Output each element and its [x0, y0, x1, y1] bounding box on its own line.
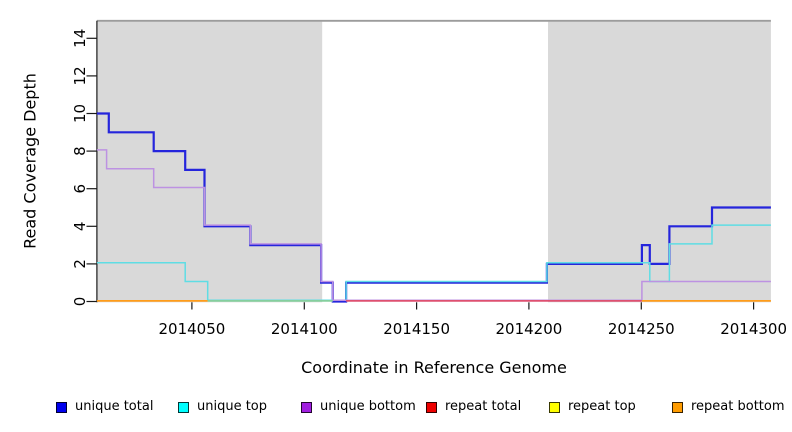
legend-item-unique-top: unique top — [178, 396, 267, 418]
y-tick-label: 10 — [71, 104, 89, 123]
y-tick-label: 8 — [71, 146, 89, 156]
coverage-plot: 0 2 4 6 8 10 12 14 2014050 2014100 2014150 2014200 2… — [71, 19, 787, 338]
legend-swatch-icon — [549, 401, 560, 413]
shaded-region — [96, 21, 323, 303]
shaded-region — [548, 21, 771, 303]
x-tick-label: 2014250 — [608, 320, 675, 338]
legend-label: repeat total — [445, 399, 522, 414]
legend-label: unique total — [75, 399, 154, 414]
shaded-regions — [96, 21, 771, 303]
legend-label: unique top — [197, 399, 268, 414]
legend-label: unique bottom — [320, 399, 416, 414]
legend-item-repeat-total: repeat total — [426, 396, 521, 418]
x-axis — [191, 302, 755, 310]
legend-swatch-icon — [178, 401, 189, 413]
legend-item-repeat-top: repeat top — [549, 396, 636, 418]
legend-item-unique-bottom: unique bottom — [301, 396, 416, 418]
legend-label: repeat top — [568, 399, 636, 414]
x-axis-title: Coordinate in Reference Genome — [301, 358, 567, 377]
y-axis — [86, 20, 98, 303]
x-tick-label: 2014200 — [495, 320, 562, 338]
legend-label: repeat bottom — [691, 399, 785, 414]
y-tick-label: 12 — [71, 66, 89, 85]
legend-item-unique-total: unique total — [56, 396, 153, 418]
y-axis-title: Read Coverage Depth — [20, 73, 40, 249]
legend-swatch-icon — [672, 401, 683, 413]
legend-swatch-icon — [301, 401, 312, 413]
y-tick-labels: 0 2 4 6 8 10 12 14 — [71, 29, 89, 307]
x-tick-label: 2014300 — [720, 320, 787, 338]
x-tick-label: 2014050 — [158, 320, 225, 338]
x-tick-label: 2014100 — [271, 320, 338, 338]
legend: unique total unique top unique bottom repea… — [0, 396, 792, 422]
x-tick-label: 2014150 — [383, 320, 450, 338]
y-tick-label: 2 — [71, 259, 89, 269]
x-tick-labels: 2014050 2014100 2014150 2014200 2014250 20143… — [158, 320, 787, 338]
series-line-unique-top — [96, 224, 771, 302]
legend-item-repeat-bottom: repeat bottom — [672, 396, 785, 418]
legend-swatch-icon — [426, 401, 437, 413]
y-tick-label: 4 — [71, 222, 89, 232]
y-tick-label: 14 — [71, 29, 89, 48]
legend-swatch-icon — [56, 401, 67, 413]
y-tick-label: 6 — [71, 184, 89, 194]
y-tick-label: 0 — [71, 297, 89, 307]
